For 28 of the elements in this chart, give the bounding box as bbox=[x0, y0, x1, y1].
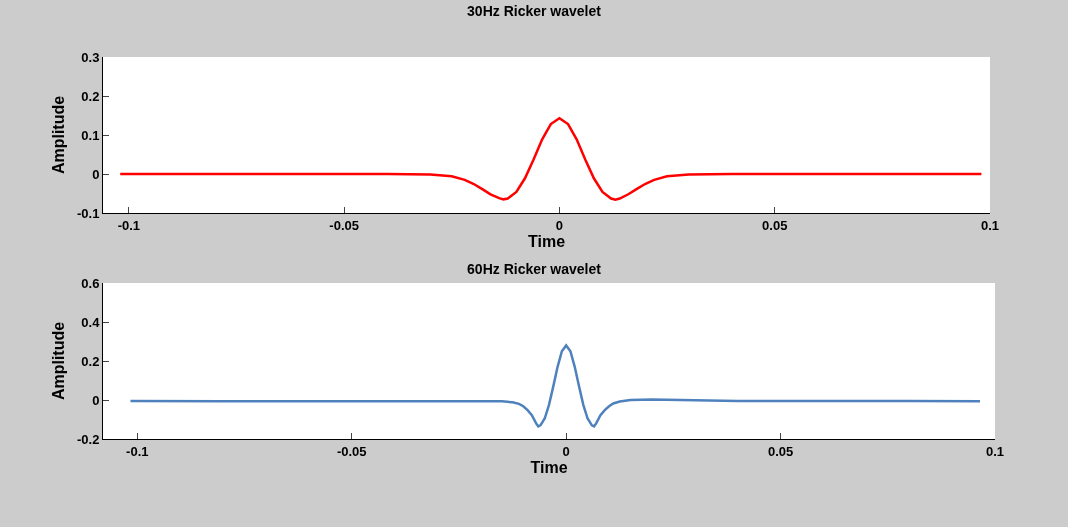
y-axis-title: Amplitude bbox=[49, 95, 67, 175]
x-axis-title: Time bbox=[527, 233, 566, 251]
y-tick-label: 0.6 bbox=[81, 275, 100, 291]
y-tick-label: 0 bbox=[92, 392, 100, 408]
y-tick-label: -0.2 bbox=[76, 431, 100, 447]
chart-title: 60Hz Ricker wavelet bbox=[467, 261, 602, 278]
line-series bbox=[129, 344, 982, 428]
line-series bbox=[118, 116, 983, 201]
chart-title: 30Hz Ricker wavelet bbox=[467, 3, 602, 20]
y-tick-label: -0.1 bbox=[76, 205, 100, 221]
x-tick-label: 0.1 bbox=[985, 443, 1005, 459]
y-tick-label: 0.2 bbox=[81, 353, 100, 369]
x-tick-label: 0 bbox=[562, 443, 570, 459]
y-tick-label: 0.2 bbox=[81, 88, 100, 104]
x-tick-label: 0.1 bbox=[980, 217, 1000, 233]
x-tick-label: -0.05 bbox=[329, 217, 359, 233]
y-axis-title: Amplitude bbox=[49, 321, 67, 401]
x-axis-title: Time bbox=[530, 459, 568, 477]
y-tick-label: 0 bbox=[92, 166, 100, 182]
x-tick-label: -0.1 bbox=[117, 217, 141, 233]
x-tick-label: -0.1 bbox=[126, 443, 149, 459]
y-tick-label: 0.4 bbox=[81, 314, 101, 330]
x-tick-label: 0.05 bbox=[762, 217, 788, 233]
x-tick-label: 0 bbox=[555, 217, 564, 233]
y-tick-label: 0.3 bbox=[81, 49, 100, 65]
y-tick-label: 0.1 bbox=[81, 127, 100, 143]
x-tick-label: 0.05 bbox=[767, 443, 794, 459]
x-tick-label: -0.05 bbox=[336, 443, 367, 459]
